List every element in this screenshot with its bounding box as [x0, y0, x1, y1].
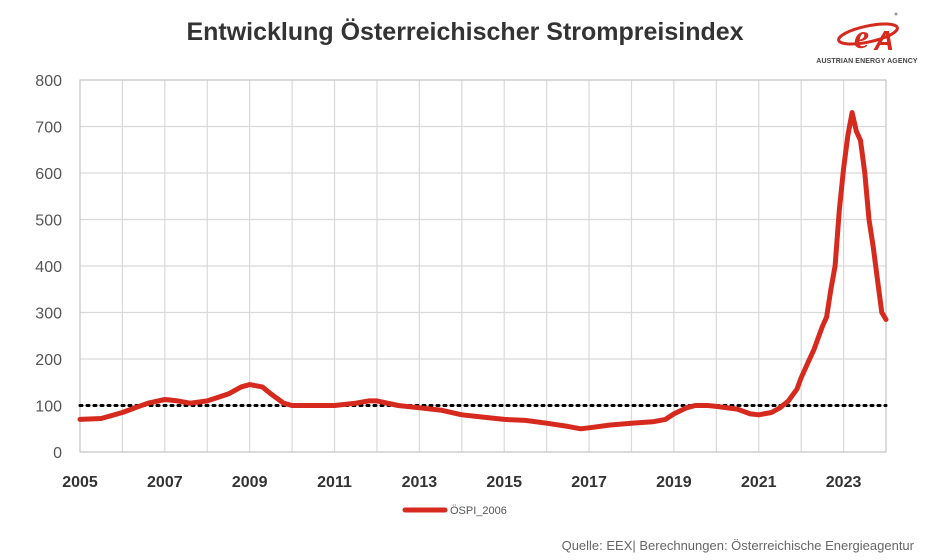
y-tick-label: 0	[53, 445, 62, 462]
y-tick-label: 600	[35, 166, 62, 183]
x-tick-label: 2007	[147, 474, 183, 491]
y-tick-label: 300	[35, 306, 62, 323]
source-note: Quelle: EEX| Berechnungen: Österreichisc…	[561, 538, 914, 553]
y-tick-label: 500	[35, 213, 62, 230]
x-tick-label: 2005	[62, 474, 98, 491]
ea-logo-icon: e A	[837, 12, 899, 56]
svg-text:e: e	[854, 19, 869, 56]
y-tick-label: 700	[35, 120, 62, 137]
grid-layer	[79, 79, 887, 453]
x-tick-label: 2017	[571, 474, 607, 491]
x-tick-label: 2019	[656, 474, 692, 491]
y-tick-label: 400	[35, 259, 62, 276]
y-tick-label: 800	[35, 73, 62, 90]
austrian-energy-agency-logo: e A	[828, 8, 924, 74]
logo-text: AUSTRIAN ENERGY AGENCY	[816, 58, 918, 65]
series-line-ospi	[77, 110, 889, 432]
x-tick-label: 2021	[741, 474, 777, 491]
x-tick-label: 2011	[317, 474, 352, 491]
x-tick-label: 2015	[486, 474, 522, 491]
axis-layer: 0 100 200 300 400 500 600 700 800 2005 2007 2009 201…	[35, 73, 861, 491]
svg-text:A: A	[873, 25, 894, 56]
plot-border	[79, 79, 887, 453]
legend-label: ÖSPI_2006	[450, 505, 507, 517]
x-tick-label: 2013	[402, 474, 438, 491]
series-layer	[77, 110, 889, 432]
x-tick-label: 2023	[826, 474, 862, 491]
y-tick-label: 100	[35, 399, 62, 416]
y-tick-label: 200	[35, 352, 62, 369]
legend-layer: ÖSPI_2006	[402, 505, 507, 517]
chart-title: Entwicklung Österreichischer Strompreisi…	[186, 18, 744, 46]
x-tick-label: 2009	[232, 474, 268, 491]
